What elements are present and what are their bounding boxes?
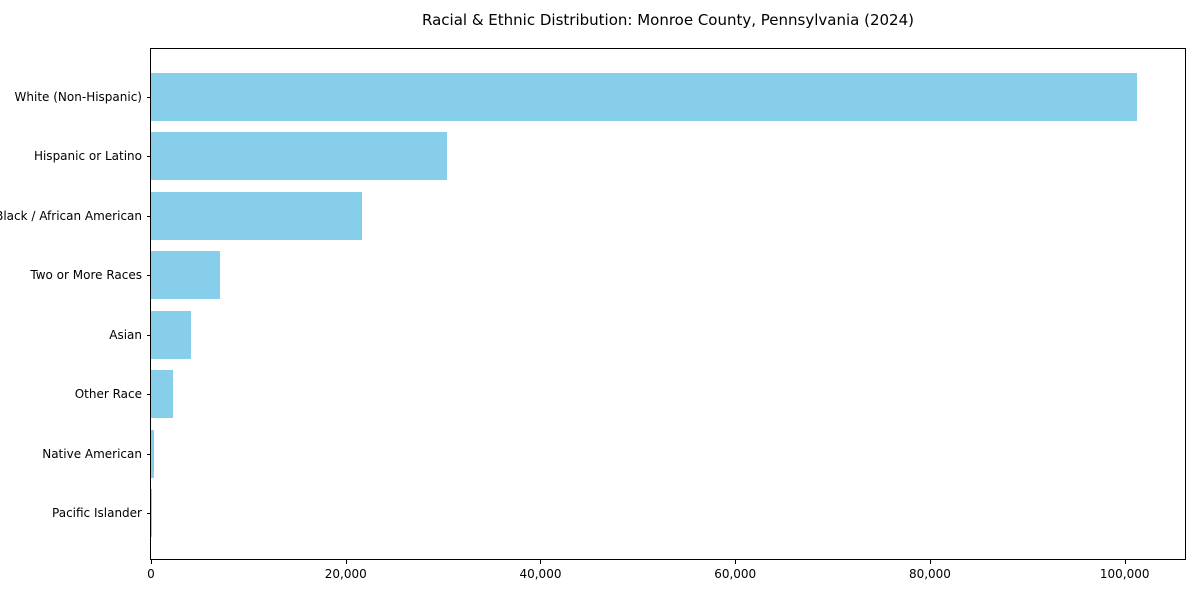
- x-tick-mark: [151, 559, 152, 564]
- y-tick-mark: [147, 394, 151, 396]
- y-tick-mark: [147, 513, 151, 514]
- bar: [151, 429, 154, 478]
- y-tick-mark: [147, 215, 151, 217]
- y-tick-label: White (Non-Hispanic): [14, 90, 142, 104]
- x-tick-mark: [1124, 559, 1126, 564]
- x-tick-label: 100,000: [1099, 567, 1150, 581]
- bar: [151, 310, 191, 359]
- x-tick-mark: [540, 559, 542, 564]
- bar: [151, 73, 1138, 121]
- x-tick-mark: [345, 559, 347, 564]
- y-tick-mark: [147, 453, 151, 455]
- y-tick-mark: [147, 275, 151, 277]
- plot-area: White (Non-Hispanic) Hispanic or Latino Bl…: [0, 48, 1186, 581]
- y-tick-label: Asian: [109, 327, 142, 342]
- bar: [151, 251, 221, 300]
- y-tick-label: Pacific Islander: [52, 506, 142, 520]
- x-tick-label: 0: [147, 567, 155, 581]
- y-tick-mark: [147, 334, 151, 336]
- bar: [151, 370, 174, 419]
- chart-title: Racial & Ethnic Distribution: Monroe Cou…: [422, 11, 914, 29]
- y-tick-label: Two or More Races: [30, 268, 142, 283]
- x-tick-mark: [929, 559, 931, 564]
- x-tick-label: 60,000: [714, 567, 757, 581]
- y-tick-mark: [147, 156, 151, 158]
- x-tick-label: 40,000: [519, 567, 562, 581]
- x-tick-mark: [735, 559, 737, 564]
- y-tick-mark: [147, 97, 151, 98]
- y-tick-label: Other Race: [74, 387, 142, 402]
- bar: [151, 132, 447, 181]
- x-tick-label: 80,000: [908, 567, 951, 581]
- y-tick-label: Hispanic or Latino: [33, 149, 142, 164]
- y-tick-label: Black / African American: [0, 208, 142, 223]
- bar: [151, 191, 363, 240]
- x-tick-label: 20,000: [324, 567, 367, 581]
- y-tick-label: Native American: [42, 446, 142, 461]
